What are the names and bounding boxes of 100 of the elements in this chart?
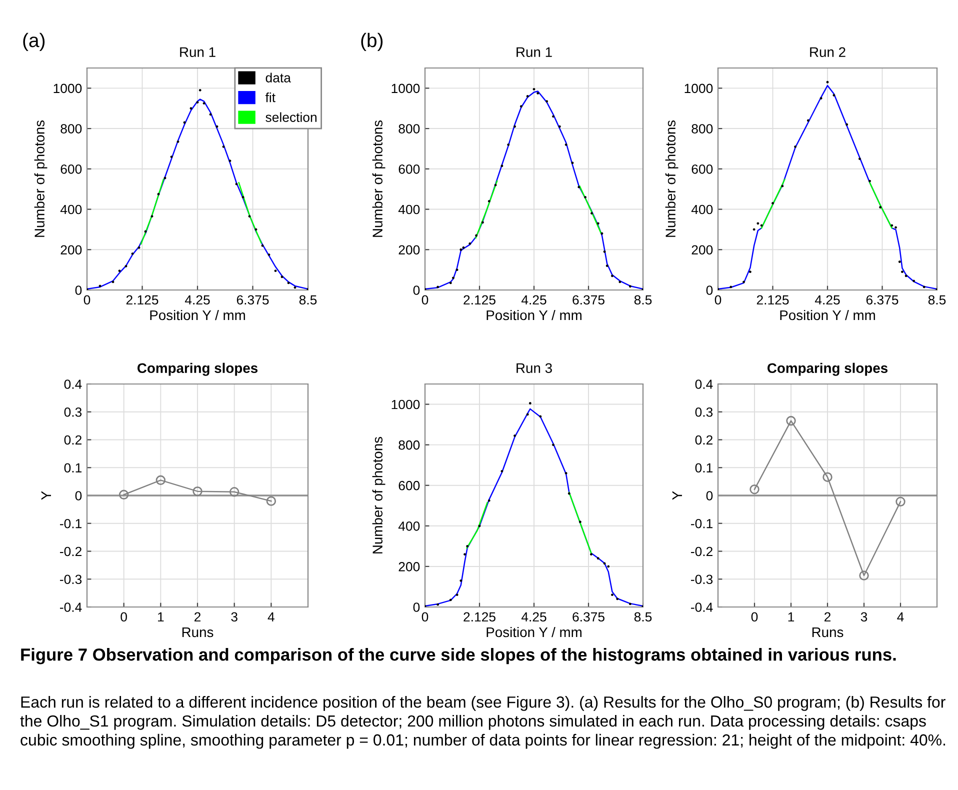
point (190, 107, 192, 110)
x-tick-label: 4 (897, 612, 904, 622)
y-axis-title: Number of photons (372, 120, 386, 237)
y-tick-label: -0.3 (690, 574, 713, 584)
y-tick-label: 1000 (684, 84, 713, 94)
text: (b) (361, 32, 383, 52)
point (229, 487, 240, 497)
y-tick-label: -0.3 (60, 574, 82, 584)
point (596, 557, 600, 560)
y-tick-label: 0 (413, 286, 420, 295)
y-axis-title: Y (672, 491, 682, 500)
x-tick-label: 2.125 (464, 295, 496, 305)
point (456, 594, 458, 596)
point (578, 186, 580, 188)
point (460, 248, 462, 251)
point (192, 486, 202, 496)
point (436, 286, 440, 288)
y-tick-label: 200 (398, 562, 420, 572)
point (460, 579, 462, 582)
y-tick-label: -0.2 (690, 546, 712, 556)
point (912, 280, 916, 282)
point (198, 88, 202, 92)
y-tick-label: 400 (691, 204, 713, 214)
x-tick-label: 6.375 (866, 295, 898, 305)
point (280, 276, 284, 278)
x-axis-title: Position Y / mm (486, 626, 582, 638)
x-tick-label: 2.125 (756, 295, 789, 305)
point (756, 222, 760, 225)
y-axis-title: Number of photons (372, 436, 386, 554)
chart-title: Run 1 (180, 47, 216, 58)
point (786, 416, 796, 426)
y-tick-label: -0.4 (690, 602, 713, 612)
y-tick-label: 400 (398, 204, 420, 214)
x-tick-label: 0 (714, 295, 722, 305)
x-tick-label: 0 (84, 295, 90, 305)
y-tick-label: 0.1 (64, 463, 82, 473)
x-tick-label: 1 (788, 612, 794, 622)
y-tick-label: 0 (75, 491, 82, 500)
point (564, 472, 568, 474)
y-tick-label: -0.4 (60, 602, 82, 612)
x-tick-label: 2.125 (464, 612, 496, 622)
point (242, 196, 244, 198)
x-tick-label: 8.5 (634, 295, 652, 305)
point (859, 570, 869, 580)
x-tick-label: 6.375 (572, 295, 604, 305)
legend-label: data (266, 72, 291, 82)
point (500, 470, 504, 472)
point (564, 143, 568, 146)
point (628, 602, 632, 606)
y-tick-label: 1000 (54, 84, 82, 94)
y-tick-label: 0 (413, 602, 420, 612)
y-tick-label: 0.3 (64, 407, 82, 417)
point (578, 520, 582, 524)
y-axis-title: Number of photons (665, 120, 678, 237)
x-tick-label: 0 (422, 612, 428, 622)
point (488, 499, 490, 502)
point (806, 119, 810, 122)
x-axis-title: Runs (812, 627, 844, 638)
y-tick-label: 600 (692, 164, 713, 174)
point (507, 143, 510, 146)
point (436, 603, 440, 606)
y-tick-label: 800 (398, 440, 420, 450)
point (118, 490, 129, 500)
x-axis-title: Position Y / mm (486, 310, 582, 320)
point (603, 250, 606, 253)
point (616, 598, 619, 600)
chart-title: Run 3 (516, 363, 552, 374)
x-tick-label: 2 (194, 612, 201, 622)
y-tick-label: -0.2 (60, 546, 82, 556)
x-tick-label: 2 (824, 612, 831, 622)
point (468, 242, 472, 245)
point (156, 475, 166, 486)
point (750, 484, 760, 494)
y-tick-label: 1000 (392, 400, 420, 410)
x-tick-label: 4.25 (521, 612, 546, 622)
y-tick-label: 0.2 (64, 435, 82, 445)
y-tick-label: 600 (398, 480, 420, 490)
y-tick-label: 0.1 (695, 463, 712, 473)
y-tick-label: -0.1 (690, 518, 712, 528)
y-tick-label: 600 (398, 164, 420, 174)
y-tick-label: 0.2 (695, 435, 712, 445)
point (488, 200, 490, 202)
x-tick-label: 8.5 (299, 295, 317, 305)
point (890, 224, 894, 227)
y-tick-label: 0 (75, 286, 82, 295)
point (571, 162, 574, 164)
point (449, 282, 452, 284)
point (603, 562, 606, 565)
y-tick-label: 800 (60, 124, 82, 134)
chart-title: Run 2 (810, 47, 846, 58)
text: Each run is related to a different incidence position of the beam (see Figure 3). (a) Results for the Olho_S0 program; (b) Results for the Olho_S1 program. Simulation details: D5 detector; 200 million photons simulated in each run. Data processing details: csaps cubic smoothing spline, smoothing parameter p = 0.01; number of data points for linear regression: 21; height of the midpoint: 40%. (20, 696, 946, 749)
y-tick-label: 400 (60, 204, 82, 214)
point (466, 544, 469, 548)
point (922, 286, 926, 288)
x-axis-title: Runs (182, 627, 214, 638)
y-tick-label: 0 (706, 286, 713, 295)
point (456, 268, 458, 272)
legend-label: fit (265, 92, 276, 102)
x-tick-label: 3 (231, 612, 238, 622)
point (539, 415, 542, 418)
